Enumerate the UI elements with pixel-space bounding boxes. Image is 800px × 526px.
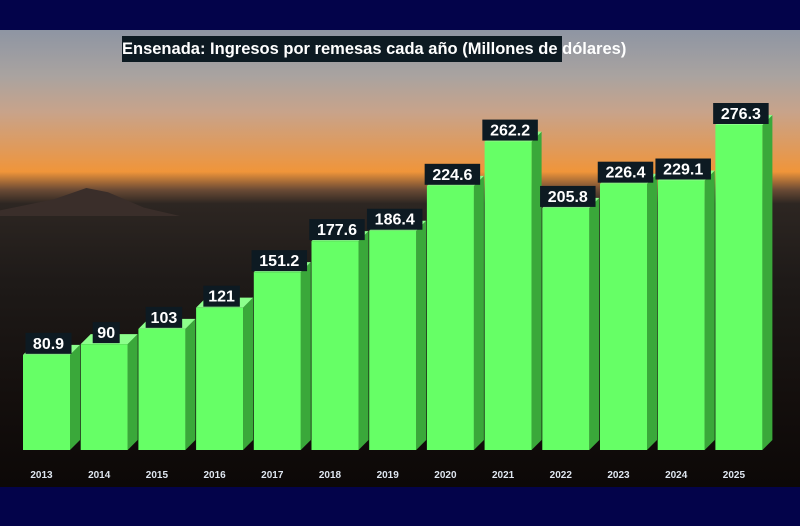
x-tick-label: 2014 xyxy=(88,470,111,481)
data-label-bg xyxy=(597,161,654,183)
data-label: 80.9 xyxy=(33,336,64,353)
bar-2014 xyxy=(80,344,128,450)
x-tick-label: 2024 xyxy=(665,470,688,481)
x-tick-label: 2015 xyxy=(146,470,169,481)
data-label: 121 xyxy=(208,289,235,306)
bar-side xyxy=(416,220,427,450)
data-label: 229.1 xyxy=(663,162,703,179)
data-label-bg xyxy=(25,332,72,354)
bar-side xyxy=(300,262,311,450)
bar-side xyxy=(185,318,196,450)
bar-side xyxy=(358,231,369,450)
bar-side xyxy=(589,197,600,450)
x-tick-label: 2020 xyxy=(434,470,457,481)
bar-2021 xyxy=(484,141,532,450)
bar-2013 xyxy=(23,354,70,450)
data-label-bg xyxy=(482,119,538,141)
data-label: 262.2 xyxy=(490,123,530,140)
data-label: 90 xyxy=(97,325,115,342)
data-label-bg xyxy=(251,250,308,272)
bar-side xyxy=(70,344,80,450)
data-label-bg xyxy=(540,185,596,207)
data-label: 224.6 xyxy=(432,167,472,184)
data-label: 186.4 xyxy=(375,212,415,229)
bar-2020 xyxy=(426,185,474,451)
bar-side xyxy=(473,175,484,451)
data-label-bg xyxy=(309,219,365,241)
x-tick-label: 2017 xyxy=(261,470,284,481)
bar-2018 xyxy=(311,241,359,450)
bar-2023 xyxy=(600,183,647,450)
data-label-bg xyxy=(92,322,120,344)
x-tick-label: 2018 xyxy=(319,470,342,481)
data-label-bg xyxy=(145,306,183,328)
bar-side xyxy=(647,173,657,450)
bar-2019 xyxy=(369,230,417,450)
x-tick-label: 2023 xyxy=(607,470,630,481)
data-label-bg xyxy=(424,163,481,185)
data-label: 226.4 xyxy=(605,165,645,182)
bar-side xyxy=(243,297,254,450)
bar-side xyxy=(704,170,715,451)
data-label: 177.6 xyxy=(317,222,357,239)
data-label: 276.3 xyxy=(721,106,761,123)
bar-2015 xyxy=(138,328,186,450)
x-tick-label: 2025 xyxy=(723,470,746,481)
bar-side xyxy=(531,131,542,450)
x-tick-label: 2016 xyxy=(203,470,226,481)
bar-2024 xyxy=(657,180,705,451)
bar-2025 xyxy=(715,125,763,450)
bar-2017 xyxy=(253,272,301,450)
data-label-bg xyxy=(713,103,769,124)
x-tick-label: 2013 xyxy=(30,470,53,481)
bar-2022 xyxy=(542,207,590,450)
data-label-bg xyxy=(203,285,240,307)
bar-side xyxy=(127,334,138,450)
bar-2016 xyxy=(196,307,244,450)
x-tick-label: 2021 xyxy=(492,470,515,481)
data-label-bg xyxy=(655,158,711,180)
x-tick-label: 2022 xyxy=(550,470,573,481)
data-label: 205.8 xyxy=(548,189,588,206)
data-label: 151.2 xyxy=(259,253,299,270)
bar-side xyxy=(762,115,773,450)
chart-title: Ensenada: Ingresos por remesas cada año … xyxy=(122,36,626,62)
data-label-bg xyxy=(366,208,423,230)
x-tick-label: 2019 xyxy=(377,470,400,481)
data-label: 103 xyxy=(151,310,178,327)
